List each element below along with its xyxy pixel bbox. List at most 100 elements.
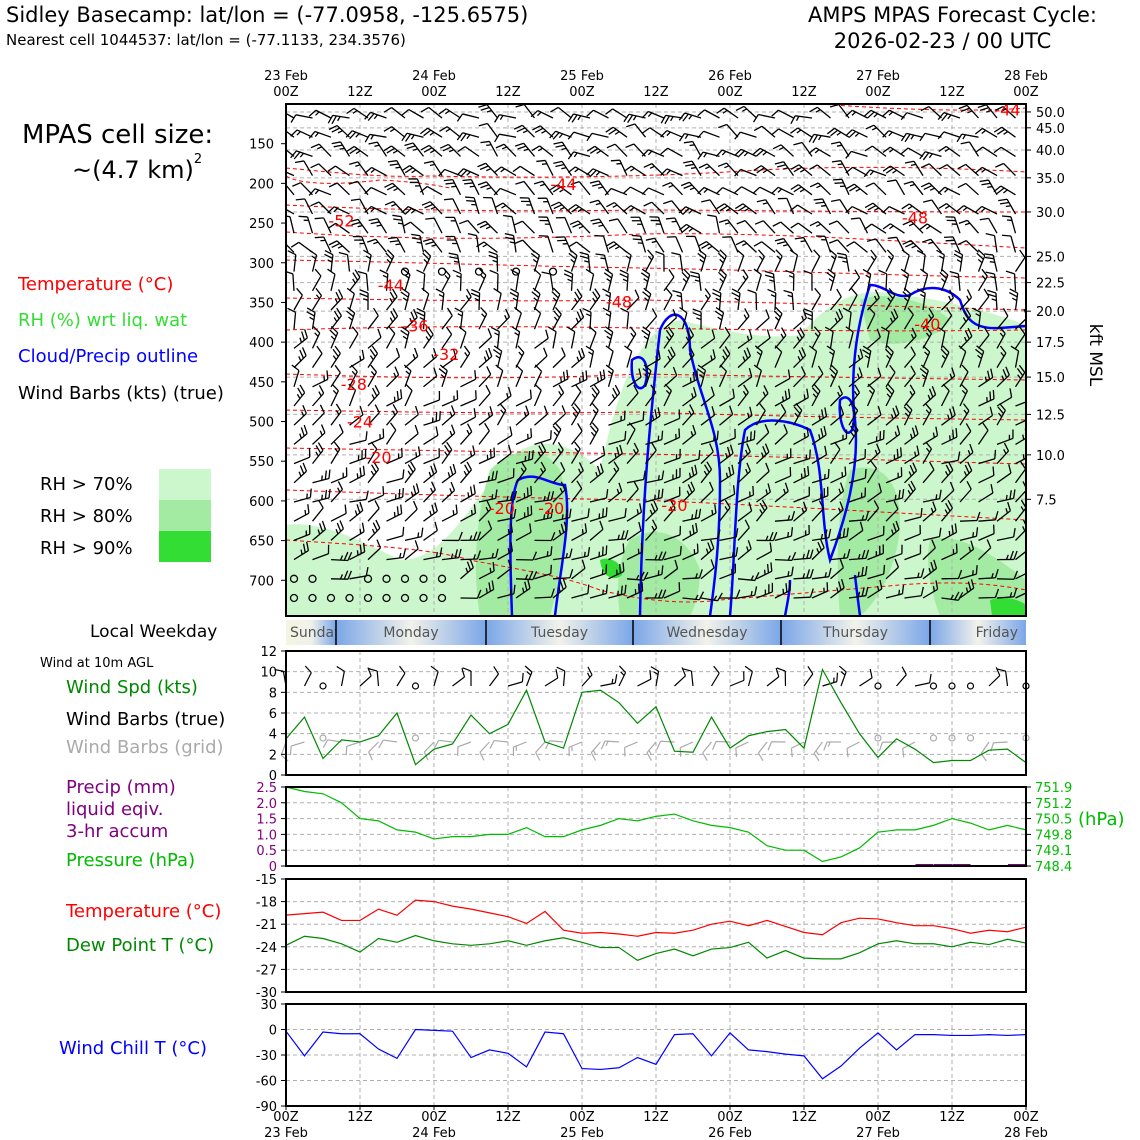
- wind-barb-flag: [480, 140, 490, 144]
- wind-barb-flag: [752, 485, 755, 495]
- wind-barb-flag: [599, 520, 604, 530]
- wind-barb-flag: [354, 510, 358, 516]
- wind-barb: [961, 133, 979, 138]
- wind-barb-flag: [949, 408, 953, 418]
- wind-barb-flag: [494, 202, 504, 209]
- wind-barb-flag: [624, 508, 627, 518]
- wind-barb-flag: [327, 268, 336, 275]
- wind-barb-flag: [886, 354, 891, 360]
- wind-barb-flag: [347, 552, 353, 561]
- wind-barb: [774, 334, 787, 349]
- wind-barb-flag: [407, 470, 412, 476]
- wind-barb: [783, 161, 795, 176]
- wind-barb-flag: [321, 475, 323, 481]
- wind-barb-flag: [529, 389, 532, 399]
- wind-barb-flag: [543, 347, 548, 357]
- wind-barb-flag: [438, 108, 447, 115]
- wind-barb: [552, 355, 566, 369]
- temperature-contour-label: -48: [902, 209, 928, 228]
- wind-barb-flag: [769, 542, 773, 552]
- wind-barb-grid: [290, 741, 305, 747]
- wind-barb-flag: [790, 164, 800, 170]
- wind-barb-flag: [306, 541, 310, 551]
- wind-barb-flag: [370, 221, 380, 225]
- wind-barb-flag: [685, 336, 690, 342]
- wind-barb-flag: [530, 110, 539, 118]
- wind-barb: [977, 351, 985, 368]
- wind-barb-flag: [867, 204, 877, 211]
- wind-barb-flag: [401, 165, 411, 172]
- wind-barb-flag: [790, 222, 799, 229]
- bottom-hour-label: 12Z: [347, 1110, 373, 1125]
- wind-barb-flag: [994, 449, 997, 459]
- wind-barb-flag: [457, 146, 466, 153]
- wind-barb-flag: [859, 521, 864, 531]
- wind-barb-flag: [435, 412, 438, 422]
- wind-barb: [959, 470, 973, 484]
- wind-barb-flag: [814, 149, 820, 154]
- wind-barb-flag: [861, 566, 864, 577]
- wind-barb-flag: [1005, 494, 1008, 501]
- wind-barb: [885, 553, 903, 561]
- wind-barb-flag: [624, 530, 629, 540]
- wind-barb-flag: [960, 107, 970, 113]
- wind-barb: [475, 235, 480, 253]
- wind-barb: [645, 439, 663, 446]
- wind-barb-flag: [895, 520, 900, 530]
- wind-barb-flag: [640, 272, 650, 279]
- wind-barb: [367, 547, 381, 561]
- wind-barb: [675, 236, 684, 253]
- wind-barb-flag: [328, 488, 331, 498]
- wind-barb-flag: [667, 326, 675, 335]
- wind-barb: [441, 512, 458, 522]
- wind-barb: [626, 419, 644, 426]
- wind-barb-flag: [736, 219, 746, 225]
- wind-barb-flag: [539, 183, 546, 187]
- wind-barb-flag: [534, 127, 544, 134]
- wind-barb-flag: [480, 106, 490, 111]
- wind-barb-flag: [806, 427, 810, 437]
- wind-barb-flag: [423, 129, 432, 137]
- wind-barb-flag: [321, 494, 323, 500]
- wind-barb: [977, 429, 989, 445]
- wind-barb: [460, 558, 478, 561]
- wind-barb-flag: [877, 406, 882, 415]
- wind-barb-flag: [903, 180, 913, 185]
- wind-barb-flag: [420, 527, 424, 537]
- wind-barb: [330, 254, 334, 272]
- wind-barb-flag: [624, 345, 633, 352]
- wind-barb-flag: [862, 345, 872, 352]
- wind-barb-flag: [500, 409, 505, 414]
- wind-barb: [433, 217, 443, 234]
- wind-barb: [682, 378, 699, 388]
- station-title: Sidley Basecamp: lat/lon = (-77.0958, -1…: [6, 3, 529, 27]
- wind-barb: [460, 378, 476, 388]
- wind-barb-flag: [861, 549, 866, 559]
- wind-barb-flag: [665, 287, 673, 296]
- wind-barb: [311, 507, 324, 522]
- wind-barb: [682, 433, 697, 445]
- wind-barb-flag: [301, 347, 307, 356]
- wind-barb-flag: [394, 366, 400, 376]
- wind-barb-flag: [789, 249, 798, 256]
- wind-barb-flag: [852, 409, 857, 415]
- wind-barb: [552, 378, 569, 388]
- wind-barb-flag: [938, 164, 948, 170]
- wind-barb: [296, 150, 313, 158]
- wind-barb: [903, 314, 914, 330]
- wind-barb-flag: [925, 225, 931, 230]
- wind-barb-flag: [402, 526, 405, 536]
- calm-wind-marker: [437, 574, 447, 583]
- wind-barb: [759, 186, 776, 196]
- wind-barb: [549, 273, 554, 291]
- wind-barb: [885, 256, 895, 272]
- wind-barb: [811, 454, 827, 465]
- wind-barb: [645, 497, 663, 503]
- wind-barb-flag: [397, 222, 404, 225]
- wind-barb: [644, 256, 655, 272]
- wind-barb: [838, 104, 850, 119]
- wind-barb-flag: [712, 349, 716, 359]
- wind-barb-flag: [984, 256, 995, 260]
- wind-barb: [534, 596, 552, 599]
- wind-barb-flag: [979, 217, 989, 221]
